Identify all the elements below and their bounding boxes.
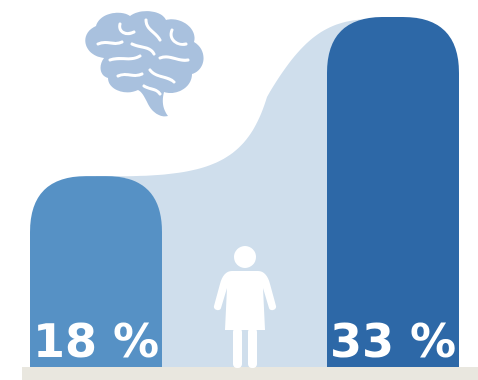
connector-area (96, 19, 367, 367)
woman-icon (213, 246, 277, 368)
bar-18-percent (30, 176, 162, 367)
brain-icon (85, 11, 204, 117)
bar-value-label-18: 18 % (33, 314, 159, 368)
bar-value-label-33: 33 % (330, 314, 456, 368)
bar-33-percent (327, 17, 459, 367)
baseline (22, 367, 478, 380)
